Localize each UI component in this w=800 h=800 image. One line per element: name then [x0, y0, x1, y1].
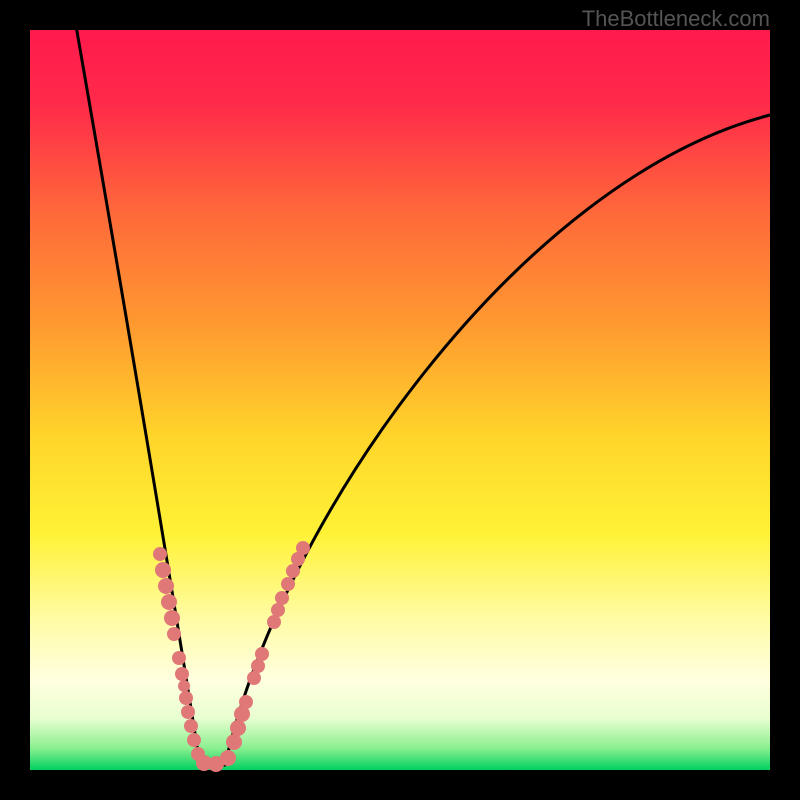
data-marker	[158, 578, 174, 594]
data-marker	[181, 705, 195, 719]
data-marker	[187, 733, 201, 747]
data-marker	[155, 562, 171, 578]
data-marker	[161, 594, 177, 610]
data-marker	[184, 719, 198, 733]
data-marker	[247, 671, 261, 685]
data-marker	[267, 615, 281, 629]
data-marker	[239, 695, 253, 709]
data-marker	[226, 734, 242, 750]
data-marker	[178, 680, 190, 692]
data-marker	[172, 651, 186, 665]
data-marker	[271, 603, 285, 617]
data-marker	[164, 610, 180, 626]
chart-stage: TheBottleneck.com	[0, 0, 800, 800]
data-marker	[175, 667, 189, 681]
data-markers	[153, 541, 310, 772]
data-marker	[296, 541, 310, 555]
data-marker	[275, 591, 289, 605]
data-marker	[230, 720, 246, 736]
data-marker	[286, 564, 300, 578]
data-marker	[220, 750, 236, 766]
data-marker	[251, 659, 265, 673]
data-marker	[179, 691, 193, 705]
data-marker	[167, 627, 181, 641]
chart-svg	[0, 0, 800, 800]
data-marker	[281, 577, 295, 591]
data-marker	[255, 647, 269, 661]
data-marker	[153, 547, 167, 561]
